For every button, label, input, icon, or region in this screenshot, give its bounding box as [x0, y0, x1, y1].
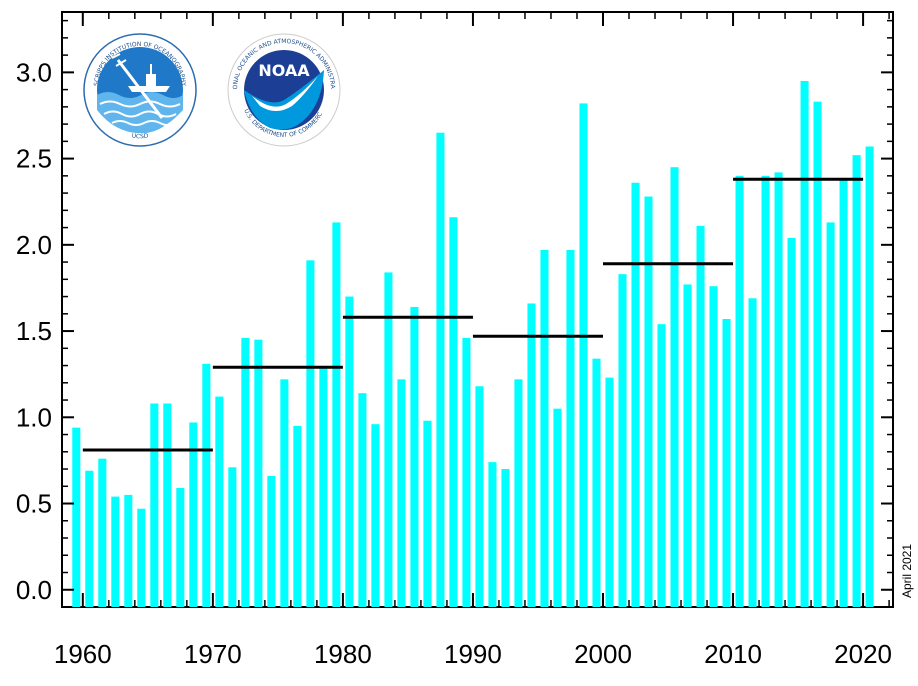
noaa-label: NOAA: [258, 61, 310, 80]
bar-2010: [735, 175, 744, 607]
date-note: April 2021: [900, 544, 914, 598]
bar-2015: [800, 80, 809, 608]
bar-1999: [592, 358, 601, 607]
bars-group: [72, 80, 874, 608]
bar-2013: [774, 172, 783, 607]
x-tick-label: 2020: [834, 639, 892, 669]
bar-2006: [683, 284, 692, 607]
bar-1974: [267, 475, 276, 607]
bar-1995: [540, 250, 549, 607]
bar-1970: [215, 396, 224, 607]
bar-2002: [631, 182, 640, 608]
bar-1985: [410, 306, 419, 607]
bar-1976: [293, 425, 302, 607]
bar-1959: [72, 427, 81, 607]
bar-1966: [163, 403, 172, 607]
bar-1997: [566, 250, 575, 607]
y-tick-label: 3.0: [16, 57, 52, 87]
bar-1980: [345, 296, 354, 607]
bar-1971: [228, 467, 237, 607]
bar-1993: [514, 379, 523, 607]
bar-2009: [722, 318, 731, 607]
bar-2019: [852, 155, 861, 607]
bar-1963: [124, 494, 133, 607]
y-axis: 0.0 0.5 1.0 1.5 2.0 2.5 3.0: [16, 19, 893, 605]
bar-2014: [787, 237, 796, 607]
bar-1977: [306, 260, 315, 607]
bar-1998: [579, 103, 588, 607]
bar-2016: [813, 101, 822, 608]
x-tick-label: 1990: [444, 639, 502, 669]
bar-1979: [332, 222, 341, 607]
scripps-bottom-text: UCSD: [131, 132, 149, 140]
bar-1960: [85, 470, 94, 607]
bar-1978: [319, 367, 328, 607]
bar-2008: [709, 286, 718, 607]
bar-1968: [189, 422, 198, 607]
x-tick-label: 1960: [54, 639, 112, 669]
bar-1994: [527, 303, 536, 607]
bar-1975: [280, 379, 289, 607]
x-tick-label: 2010: [704, 639, 762, 669]
bar-2001: [618, 274, 627, 607]
bar-1981: [358, 393, 367, 607]
bar-2017: [826, 222, 835, 607]
bar-2003: [644, 196, 653, 608]
bar-1991: [488, 462, 497, 607]
bar-1986: [423, 420, 432, 607]
bar-1989: [462, 337, 471, 607]
bar-2018: [839, 179, 848, 608]
y-tick-label: 1.0: [16, 402, 52, 432]
y-tick-label: 2.5: [16, 144, 52, 174]
y-tick-label: 0.5: [16, 489, 52, 519]
bar-2020: [865, 146, 874, 607]
scripps-logo: SCRIPPS INSTITUTION OF OCEANOGRAPHY UCSD: [83, 33, 197, 147]
bar-1983: [384, 272, 393, 607]
bar-1962: [111, 496, 120, 607]
bar-1990: [475, 386, 484, 607]
x-tick-label: 1980: [314, 639, 372, 669]
bar-1984: [397, 379, 406, 607]
bar-1992: [501, 469, 510, 607]
bar-1972: [241, 337, 250, 607]
bar-2004: [657, 324, 666, 607]
bar-1988: [449, 217, 458, 608]
x-tick-label: 1970: [184, 639, 242, 669]
bar-2005: [670, 167, 679, 607]
bar-1967: [176, 488, 185, 607]
bar-1964: [137, 508, 146, 607]
bar-1982: [371, 424, 380, 607]
bar-2012: [761, 175, 770, 607]
decade-means-group: [82, 177, 864, 452]
y-tick-label: 0.0: [16, 575, 52, 605]
bar-1973: [254, 339, 263, 607]
bar-1987: [436, 132, 445, 607]
bar-1965: [150, 403, 159, 607]
bar-2000: [605, 377, 614, 607]
bar-2011: [748, 298, 757, 607]
bar-1996: [553, 408, 562, 607]
bar-2007: [696, 225, 705, 608]
y-tick-label: 1.5: [16, 316, 52, 346]
bar-1961: [98, 458, 107, 607]
y-tick-label: 2.0: [16, 230, 52, 260]
x-tick-label: 2000: [574, 639, 632, 669]
bar-1969: [202, 363, 211, 607]
x-axis: 1960 1970 1980 1990 2000 2010 2020: [54, 12, 892, 669]
